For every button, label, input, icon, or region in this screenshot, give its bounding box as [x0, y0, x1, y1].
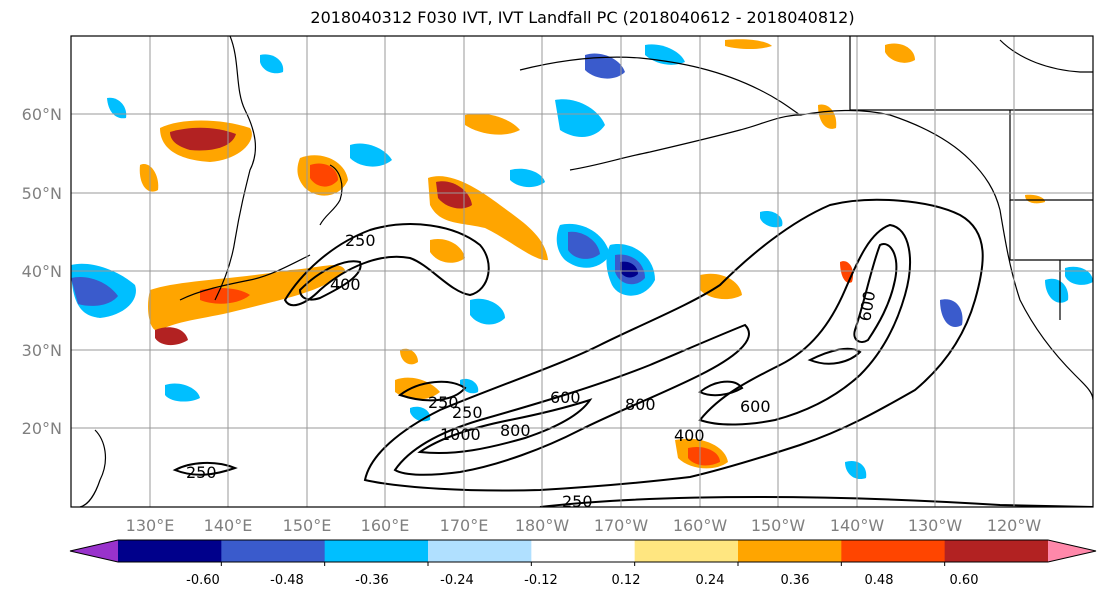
contour-label: 250: [186, 463, 217, 482]
colorbar-tick-label: -0.48: [270, 573, 304, 588]
map-panel: 250 400 250 250 1000 800 600 800 400 600…: [70, 35, 1094, 511]
contour-label: 800: [500, 421, 531, 440]
contour-label: 250: [345, 231, 376, 250]
contour-label: 250: [562, 492, 593, 511]
colorbar-segment: [841, 540, 946, 562]
contour-label: 600: [740, 397, 771, 416]
colorbar-ticks: -0.60 -0.48 -0.36 -0.24 -0.12 0.12 0.24 …: [186, 573, 978, 588]
ivt-contours: [172, 198, 1093, 507]
colorbar-segment: [428, 540, 532, 562]
lon-label: 150°W: [751, 516, 806, 535]
lon-label: 160°E: [361, 516, 410, 535]
lon-axis-labels: 130°E 140°E 150°E 160°E 170°E 180°W 170°…: [126, 516, 1042, 535]
colorbar-tick-label: -0.24: [440, 573, 474, 588]
lon-label: 170°W: [594, 516, 649, 535]
lon-label: 140°E: [204, 516, 253, 535]
contour-label: 400: [674, 426, 705, 445]
colorbar-segment: [944, 540, 1049, 562]
lon-label: 140°W: [830, 516, 885, 535]
colorbar-tick-label: -0.36: [355, 573, 389, 588]
lat-label: 20°N: [22, 419, 62, 438]
colorbar-extend-low: [70, 540, 118, 562]
colorbar-segment: [221, 540, 326, 562]
map-frame: [70, 35, 1094, 508]
contour-label: 600: [550, 388, 581, 407]
lon-label: 130°E: [126, 516, 175, 535]
colorbar-tick-label: 0.12: [612, 573, 641, 588]
lat-label: 30°N: [22, 341, 62, 360]
colorbar: -0.60 -0.48 -0.36 -0.24 -0.12 0.12 0.24 …: [69, 539, 1097, 588]
colorbar-segments: [69, 539, 1097, 566]
colorbar-tick-label: -0.60: [186, 573, 220, 588]
colorbar-tick-label: 0.36: [781, 573, 810, 588]
lon-label: 160°W: [673, 516, 728, 535]
lat-label: 50°N: [22, 184, 62, 203]
colorbar-tick-label: 0.48: [865, 573, 894, 588]
colorbar-tick-label: 0.24: [696, 573, 725, 588]
pc-shading: [71, 39, 1093, 480]
contour-label: 1000: [440, 425, 481, 444]
contour-label: 800: [625, 395, 656, 414]
contour-label: 250: [428, 393, 459, 412]
colorbar-segment: [531, 540, 636, 562]
colorbar-segment: [738, 540, 842, 562]
lon-label: 120°W: [987, 516, 1042, 535]
lon-label: 180°W: [515, 516, 570, 535]
colorbar-tick-label: -0.12: [524, 573, 558, 588]
lon-label: 170°E: [440, 516, 489, 535]
contour-label: 400: [330, 275, 361, 294]
lat-axis-labels: 60°N 50°N 40°N 30°N 20°N: [22, 105, 62, 438]
graticule: [71, 36, 1093, 507]
map-title: 2018040312 F030 IVT, IVT Landfall PC (20…: [310, 8, 855, 27]
contour-label: 250: [452, 403, 483, 422]
lat-label: 40°N: [22, 262, 62, 281]
lon-label: 150°E: [283, 516, 332, 535]
colorbar-segment: [634, 540, 739, 562]
coastlines: [79, 36, 1093, 507]
colorbar-segment: [118, 540, 222, 562]
lon-label: 130°W: [908, 516, 963, 535]
colorbar-tick-label: 0.60: [950, 573, 979, 588]
colorbar-extend-high: [1048, 540, 1096, 562]
colorbar-segment: [324, 540, 429, 562]
colorbar-outline: [69, 539, 1097, 563]
lat-label: 60°N: [22, 105, 62, 124]
contour-labels: 250 400 250 250 1000 800 600 800 400 600…: [186, 231, 879, 511]
